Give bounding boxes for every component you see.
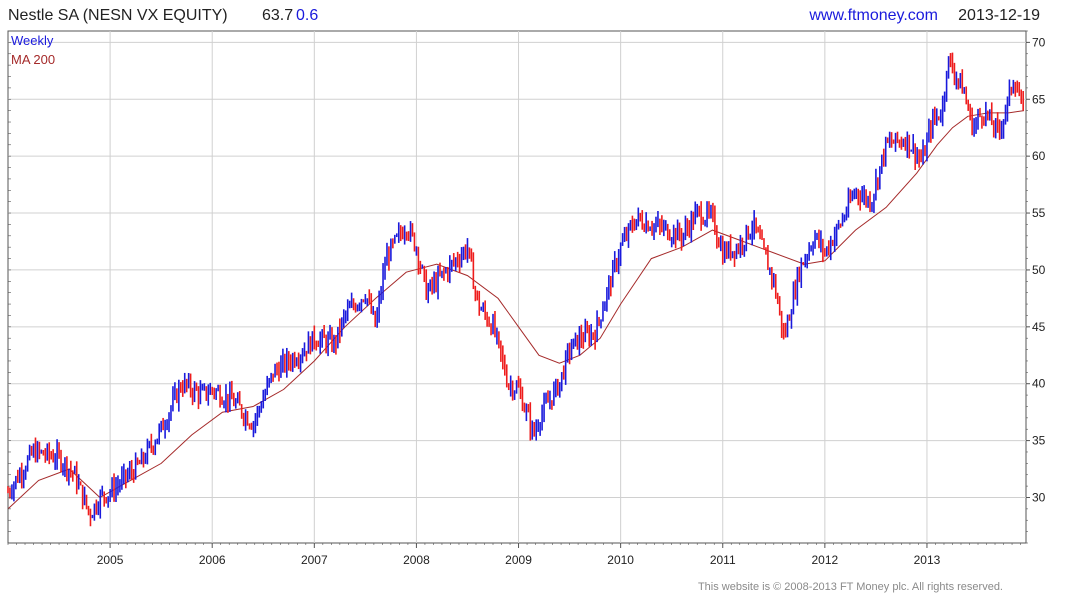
site-link[interactable]: www.ftmoney.com (808, 7, 938, 24)
y-axis: 30 35 40 45 50 55 60 65 70 (8, 30, 1046, 544)
x-tick-label: 2008 (403, 553, 430, 567)
copyright-notice: This website is © 2008-2013 FT Money plc… (698, 581, 1003, 593)
y-tick-label: 50 (1032, 263, 1046, 277)
x-axis: 2005 2006 2007 2008 2009 2010 2011 2012 2013 (7, 543, 1021, 567)
x-tick-label: 2012 (811, 553, 838, 567)
security-title: Nestle SA (NESN VX EQUITY) (8, 7, 228, 24)
x-tick-label: 2007 (301, 553, 328, 567)
price-series (7, 52, 1024, 527)
ma-series (7, 110, 1025, 510)
y-tick-label: 65 (1032, 92, 1046, 106)
price-change: 0.6 (296, 7, 318, 24)
legend-ma200: MA 200 (11, 52, 55, 67)
y-tick-label: 45 (1032, 320, 1046, 334)
plot-area (7, 30, 1027, 544)
x-tick-label: 2009 (505, 553, 532, 567)
y-tick-label: 30 (1032, 490, 1046, 504)
y-tick-label: 40 (1032, 377, 1046, 391)
y-tick-label: 70 (1032, 35, 1046, 49)
x-tick-label: 2005 (97, 553, 124, 567)
x-tick-label: 2010 (607, 553, 634, 567)
ma-200-line (7, 110, 1025, 510)
y-tick-label: 60 (1032, 149, 1046, 163)
x-tick-label: 2013 (914, 553, 941, 567)
grid-lines (8, 31, 1026, 543)
chart-date: 2013-12-19 (958, 7, 1040, 24)
x-tick-label: 2011 (710, 553, 736, 567)
x-tick-label: 2006 (199, 553, 226, 567)
legend-weekly: Weekly (11, 33, 54, 48)
last-price: 63.7 (262, 7, 293, 24)
y-tick-label: 35 (1032, 434, 1046, 448)
y-tick-label: 55 (1032, 206, 1046, 220)
